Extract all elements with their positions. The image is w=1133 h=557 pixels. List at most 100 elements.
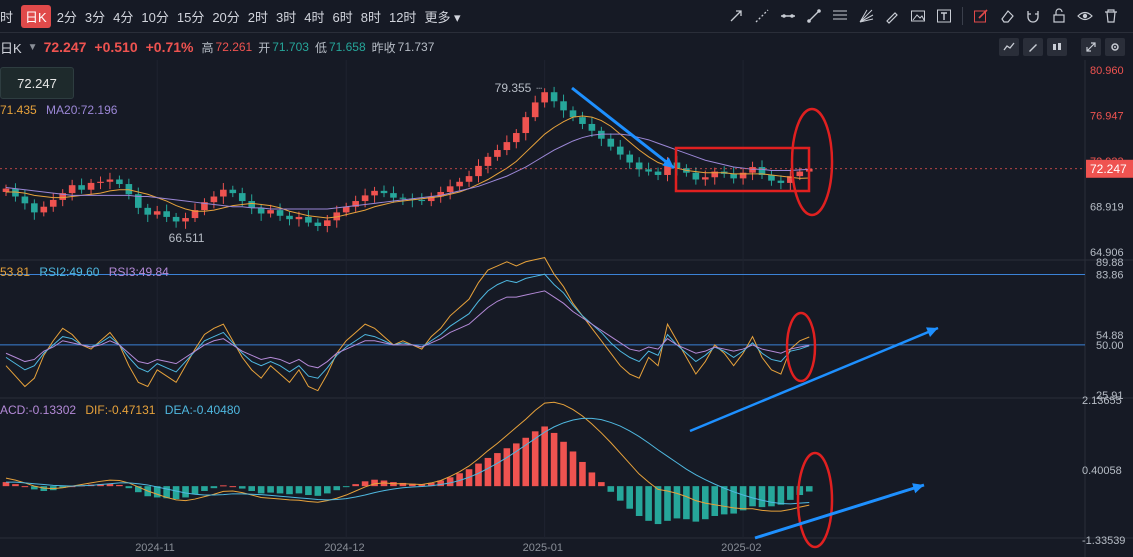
macd-histogram-bar bbox=[31, 486, 38, 490]
candle-body bbox=[427, 196, 435, 202]
candle-body bbox=[418, 199, 426, 202]
timeframe-14[interactable]: 更多 ▾ bbox=[424, 9, 461, 25]
timeframe-13[interactable]: 12时 bbox=[388, 9, 417, 25]
macd-histogram-bar bbox=[437, 480, 444, 487]
fib-icon bbox=[833, 10, 847, 20]
macd-histogram-bar bbox=[276, 486, 284, 494]
text-tool[interactable] bbox=[936, 8, 952, 24]
macd-histogram-bar bbox=[295, 486, 303, 494]
candles-icon bbox=[1053, 43, 1061, 50]
timeframe-2[interactable]: 2分 bbox=[56, 9, 77, 25]
macd-histogram-bar bbox=[59, 486, 66, 488]
rsi1-value: 53.81 bbox=[0, 265, 31, 279]
macd-histogram-bar bbox=[749, 486, 756, 507]
macd-histogram-bar bbox=[588, 472, 596, 487]
macd-histogram-bar bbox=[352, 484, 359, 487]
lock-icon bbox=[1053, 8, 1065, 23]
timeframe-1[interactable]: 日K bbox=[21, 4, 51, 28]
macd-histogram-bar bbox=[305, 486, 312, 496]
candle-body bbox=[144, 207, 152, 215]
eraser-tool[interactable] bbox=[999, 8, 1015, 24]
period-selector[interactable]: 日K bbox=[0, 40, 22, 56]
candle-body bbox=[409, 198, 416, 200]
macd-histogram-bar bbox=[768, 486, 775, 507]
edit-tool[interactable] bbox=[973, 8, 989, 24]
macd-histogram-bar bbox=[446, 477, 454, 487]
macd-histogram-bar bbox=[163, 486, 170, 499]
candle-body bbox=[456, 181, 463, 187]
candle-body bbox=[68, 185, 76, 194]
candle-body bbox=[305, 216, 312, 223]
candle-body bbox=[777, 180, 785, 183]
consolidation-box bbox=[674, 146, 811, 193]
dea-value: DEA:-0.40480 bbox=[164, 403, 241, 417]
macd-histogram-bar bbox=[560, 441, 567, 487]
price-y-tick: 80.960 bbox=[1090, 65, 1124, 77]
chart-canvas[interactable]: 2024-11 2024-12 2025-01 2025-02 80.960 76.947… bbox=[0, 60, 1133, 557]
lock-tool[interactable] bbox=[1051, 8, 1067, 24]
indicator-button[interactable] bbox=[999, 38, 1019, 56]
macd-histogram-bar bbox=[645, 486, 652, 521]
timeframe-12[interactable]: 8时 bbox=[360, 9, 381, 25]
macd-legend: ACD:-0.13302 DIF:-0.47131 DEA:-0.40480 bbox=[0, 403, 240, 417]
macd-histogram-bar bbox=[607, 486, 615, 492]
timeframe-6[interactable]: 15分 bbox=[176, 9, 205, 25]
trend-arrowhead bbox=[926, 327, 938, 337]
x-tick-label: 2024-11 bbox=[135, 542, 175, 554]
timeframe-7[interactable]: 20分 bbox=[212, 9, 240, 25]
price-change: +0.510 bbox=[94, 39, 138, 55]
candle-body bbox=[342, 206, 350, 213]
macd-histogram-bar bbox=[191, 486, 199, 495]
horizontal-line-tool[interactable] bbox=[780, 8, 796, 24]
timeframe-11[interactable]: 6时 bbox=[332, 9, 353, 25]
fib-tool[interactable] bbox=[832, 8, 848, 24]
brush-tool[interactable] bbox=[884, 8, 900, 24]
candle-body bbox=[475, 165, 482, 177]
macd-histogram-bar bbox=[522, 437, 530, 487]
timeframe-3[interactable]: 3分 bbox=[84, 9, 106, 25]
macd-histogram-bar bbox=[758, 486, 766, 508]
price-change-pct: +0.71% bbox=[145, 39, 194, 55]
macd-histogram-bar bbox=[692, 486, 700, 522]
timeframe-8[interactable]: 2时 bbox=[247, 9, 269, 25]
macd-histogram-bar bbox=[711, 486, 719, 516]
trend-arrowhead bbox=[912, 483, 924, 494]
timeframe-4[interactable]: 4分 bbox=[113, 9, 134, 25]
trend-arrow bbox=[689, 326, 939, 433]
candle-body bbox=[749, 167, 756, 173]
tool-separator bbox=[962, 7, 963, 25]
macd-histogram-bar bbox=[371, 479, 378, 487]
arrow-up-right-tool[interactable] bbox=[728, 8, 744, 24]
settings-button[interactable] bbox=[1105, 38, 1125, 56]
image-tool[interactable] bbox=[910, 8, 926, 24]
macd-histogram-bar bbox=[626, 486, 633, 509]
candle-body bbox=[229, 189, 237, 194]
timeframe-0[interactable]: 时 bbox=[0, 9, 14, 25]
arrow-up-right-icon bbox=[730, 10, 742, 22]
candle-body bbox=[702, 177, 709, 180]
magnet-tool[interactable] bbox=[1025, 8, 1041, 24]
timeframe-10[interactable]: 4时 bbox=[304, 9, 325, 25]
trash-tool[interactable] bbox=[1103, 8, 1119, 24]
macd-histogram-bar bbox=[787, 486, 794, 500]
fan-tool[interactable] bbox=[858, 8, 874, 24]
annotation-ellipse bbox=[785, 311, 817, 383]
candle-style-button[interactable] bbox=[1047, 38, 1067, 56]
macd-histogram-bar bbox=[106, 483, 114, 487]
ray-icon bbox=[755, 9, 769, 23]
fullscreen-button[interactable] bbox=[1081, 38, 1101, 56]
draw-button[interactable] bbox=[1023, 38, 1043, 56]
macd-histogram-bar bbox=[333, 486, 341, 491]
prev-close-label: 昨收 bbox=[371, 40, 396, 55]
timeframe-toolbar: 时日K 2分 3分 4分 10分 15分 20分 2时 3时 4时 6时 8时 12时 更多 ▾ bbox=[0, 0, 1133, 33]
arrow-line-tool[interactable] bbox=[806, 8, 822, 24]
trash-icon bbox=[1105, 9, 1117, 23]
candle-body bbox=[352, 201, 359, 207]
caret-down-icon[interactable]: ▼ bbox=[27, 41, 38, 53]
candle-body bbox=[390, 193, 397, 198]
macd-value: ACD:-0.13302 bbox=[0, 403, 77, 417]
eye-tool[interactable] bbox=[1077, 8, 1093, 24]
timeframe-5[interactable]: 10分 bbox=[141, 9, 169, 25]
timeframe-9[interactable]: 3时 bbox=[276, 9, 297, 25]
ray-tool[interactable] bbox=[754, 8, 770, 24]
